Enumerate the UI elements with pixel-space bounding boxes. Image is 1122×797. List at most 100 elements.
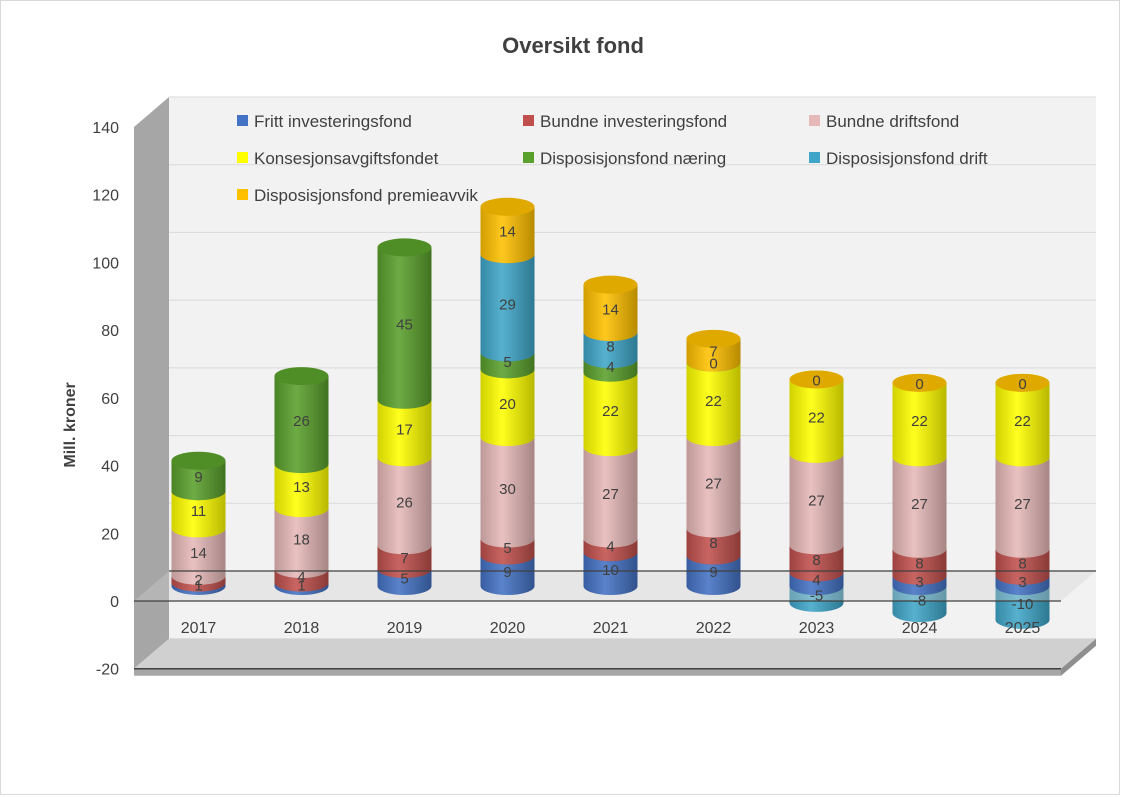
- data-label: 14: [602, 301, 619, 318]
- data-label: 45: [396, 317, 413, 334]
- bar-2020-disposisjonsfond-premieavvik: [480, 206, 535, 264]
- data-label: 18: [293, 532, 310, 549]
- bar-2025-bundne-driftsfond: [995, 457, 1050, 558]
- bar-2019-bundne-investeringsfond: [377, 545, 432, 579]
- data-label: 22: [808, 410, 825, 427]
- data-label: 8: [812, 552, 820, 569]
- bar-2020-fritt-investeringsfond: [480, 555, 535, 595]
- data-label: 14: [190, 545, 207, 562]
- legend-label: Bundne investeringsfond: [540, 112, 727, 131]
- data-label: 27: [1014, 496, 1031, 513]
- y-tick-label: 40: [101, 459, 119, 476]
- bar-2020-konsesjonsavgiftsfondet: [480, 369, 535, 447]
- bar-2019-disposisjonsfond-næring-top: [377, 238, 432, 257]
- bar-2018-disposisjonsfond-næring-top: [274, 367, 329, 386]
- data-label: 27: [808, 493, 825, 510]
- legend-label: Bundne driftsfond: [826, 112, 959, 131]
- data-label: 30: [499, 481, 516, 498]
- bar-2021-disposisjonsfond-premieavvik-top: [583, 275, 638, 294]
- bar-2020-bundne-driftsfond: [480, 437, 535, 548]
- y-tick-label: -20: [96, 662, 119, 679]
- bar-2022-disposisjonsfond-premieavvik: [686, 338, 741, 372]
- bar-2021-disposisjonsfond-premieavvik: [583, 284, 638, 342]
- data-label: 22: [602, 403, 619, 420]
- data-label: 5: [503, 354, 511, 371]
- bar-2022-bundne-investeringsfond: [686, 528, 741, 565]
- bar-2023-bundne-driftsfond: [789, 453, 844, 555]
- y-axis-label: Mill. kroner: [62, 382, 79, 467]
- bar-2023-disposisjonsfond-premieavvik-top: [789, 370, 844, 389]
- data-label: -10: [1012, 596, 1034, 613]
- data-label: 8: [915, 555, 923, 572]
- legend-swatch: [523, 152, 534, 163]
- legend-label: Fritt investeringsfond: [254, 112, 412, 131]
- bar-2024-disposisjonsfond-drift: [892, 586, 947, 623]
- x-tick-label: 2025: [1005, 620, 1041, 637]
- bar-2017-konsesjonsavgiftsfondet: [171, 491, 226, 538]
- legend-swatch: [237, 152, 248, 163]
- bar-2019-konsesjonsavgiftsfondet: [377, 399, 432, 467]
- data-label: 22: [1014, 413, 1031, 430]
- data-label: 8: [606, 339, 614, 356]
- data-label: 22: [911, 413, 928, 430]
- data-label: 11: [191, 503, 207, 520]
- y-tick-label: 80: [101, 323, 119, 340]
- bar-2018-disposisjonsfond-næring: [274, 376, 329, 474]
- bar-2023-bundne-investeringsfond: [789, 545, 844, 582]
- y-tick-label: 0: [110, 594, 119, 611]
- data-label: 26: [396, 494, 413, 511]
- bar-2018-bundne-driftsfond: [274, 508, 329, 579]
- x-tick-label: 2018: [284, 620, 320, 637]
- data-label: 0: [915, 376, 923, 393]
- legend-swatch: [523, 115, 534, 126]
- floor-front: [134, 668, 1061, 676]
- bar-2024-bundne-driftsfond: [892, 457, 947, 558]
- bar-2021-bundne-driftsfond: [583, 447, 638, 548]
- bar-2019-disposisjonsfond-næring: [377, 247, 432, 409]
- bar-2024-bundne-investeringsfond: [892, 548, 947, 585]
- legend-swatch: [809, 152, 820, 163]
- data-label: 3: [1018, 574, 1026, 591]
- floor-side: [1061, 638, 1096, 676]
- x-tick-label: 2024: [902, 620, 938, 637]
- bar-2022-konsesjonsavgiftsfondet: [686, 362, 741, 447]
- data-label: 1: [194, 577, 202, 594]
- y-tick-label: 100: [92, 255, 119, 272]
- data-label: 26: [293, 413, 310, 430]
- bar-2025-bundne-investeringsfond: [995, 548, 1050, 585]
- data-label: 14: [499, 224, 516, 241]
- bar-2017-disposisjonsfond-næring: [171, 460, 226, 501]
- data-label: 4: [606, 538, 614, 555]
- bar-2025-disposisjonsfond-premieavvik-top: [995, 373, 1050, 392]
- data-label: 1: [297, 577, 305, 594]
- data-label: 2: [194, 572, 202, 589]
- data-label: 9: [709, 564, 717, 581]
- data-label: 22: [705, 393, 722, 410]
- data-label: 3: [915, 574, 923, 591]
- data-label: 13: [293, 479, 310, 496]
- data-label: 10: [602, 562, 619, 579]
- data-label: 7: [709, 344, 717, 361]
- data-label: 27: [911, 496, 928, 513]
- bar-2021-konsesjonsavgiftsfondet: [583, 372, 638, 457]
- bar-2020-disposisjonsfond-drift: [480, 254, 535, 362]
- bar-2025-konsesjonsavgiftsfondet: [995, 382, 1050, 467]
- data-label: 20: [499, 396, 516, 413]
- chart-title: Oversikt fond: [502, 33, 644, 58]
- legend-label: Disposisjonsfond næring: [540, 149, 726, 168]
- legend-swatch: [809, 115, 820, 126]
- side-wall: [134, 97, 169, 669]
- x-tick-label: 2020: [490, 620, 526, 637]
- data-label: 27: [705, 476, 722, 493]
- bar-2023-konsesjonsavgiftsfondet: [789, 379, 844, 463]
- bar-2022-disposisjonsfond-premieavvik-top: [686, 329, 741, 348]
- data-label: 4: [812, 572, 820, 589]
- data-label: 5: [503, 540, 511, 557]
- legend-swatch: [237, 189, 248, 200]
- bar-2021-fritt-investeringsfond: [583, 552, 638, 595]
- bar-2018-konsesjonsavgiftsfondet: [274, 464, 329, 518]
- bar-2021-disposisjonsfond-drift: [583, 332, 638, 369]
- x-tick-label: 2019: [387, 620, 423, 637]
